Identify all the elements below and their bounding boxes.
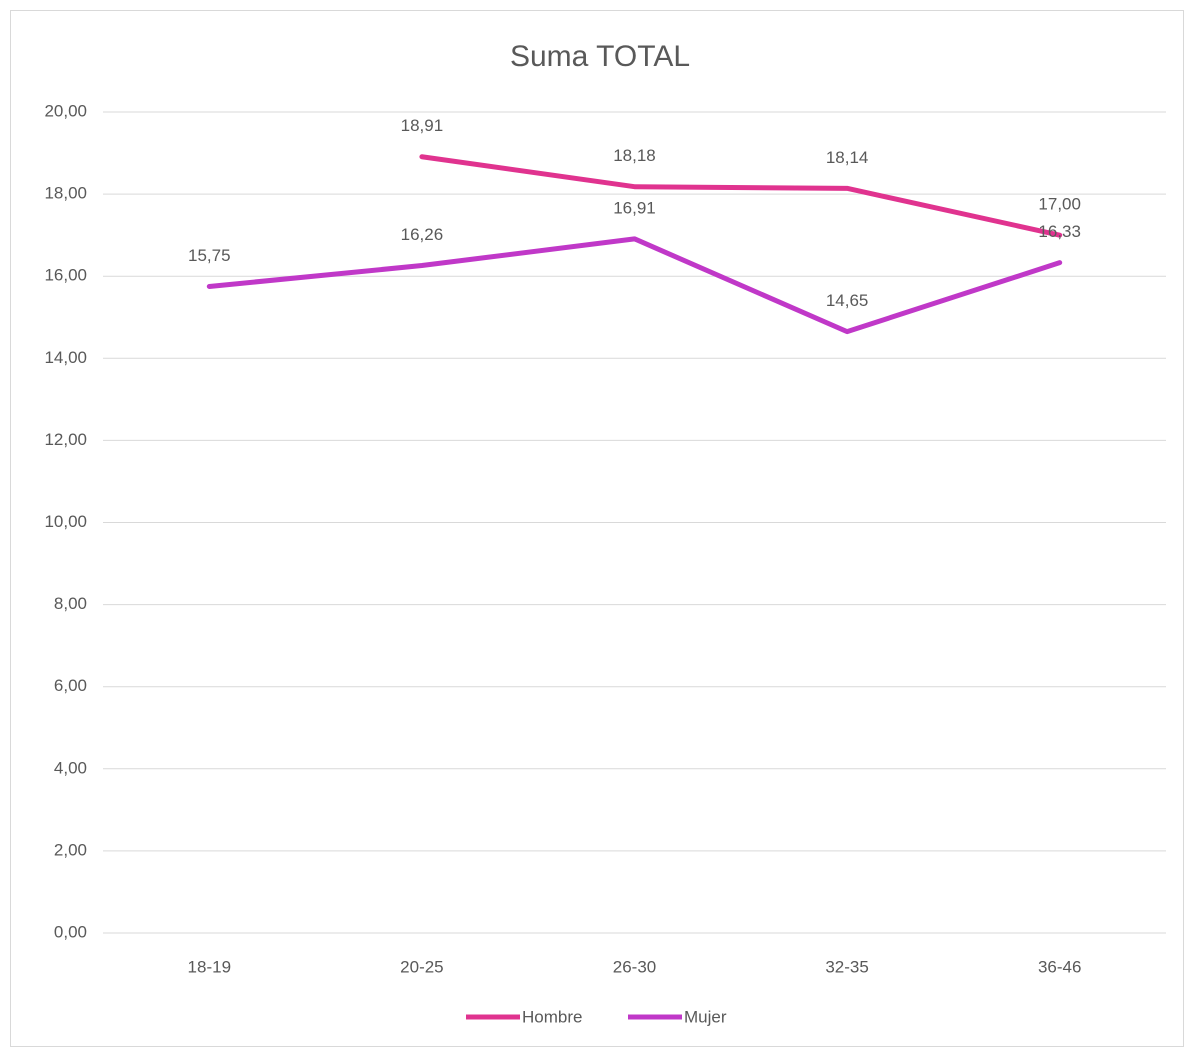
series-line	[419, 154, 1063, 238]
y-tick-label: 6,00	[54, 676, 87, 695]
data-label: 16,26	[401, 225, 444, 244]
data-label: 18,18	[613, 146, 656, 165]
data-label: 18,91	[401, 116, 444, 135]
chart-border	[10, 10, 1184, 1047]
legend-label: Mujer	[684, 1007, 727, 1026]
x-tick-label: 18-19	[188, 957, 231, 976]
y-tick-label: 20,00	[44, 101, 87, 120]
data-label: 14,65	[826, 291, 869, 310]
data-label: 18,14	[826, 148, 869, 167]
x-tick-label: 32-35	[825, 957, 868, 976]
x-tick-label: 26-30	[613, 957, 656, 976]
y-tick-label: 18,00	[44, 184, 87, 203]
data-label: 15,75	[188, 246, 231, 265]
data-label: 17,00	[1038, 195, 1081, 214]
y-tick-label: 8,00	[54, 594, 87, 613]
chart-title: Suma TOTAL	[510, 40, 690, 73]
y-tick-label: 14,00	[44, 348, 87, 367]
y-tick-label: 0,00	[54, 922, 87, 941]
data-label: 16,33	[1038, 222, 1081, 241]
y-tick-label: 2,00	[54, 840, 87, 859]
y-tick-label: 12,00	[44, 430, 87, 449]
y-tick-label: 4,00	[54, 758, 87, 777]
legend-label: Hombre	[522, 1007, 582, 1026]
data-label: 16,91	[613, 198, 656, 217]
x-tick-label: 20-25	[400, 957, 443, 976]
series-line	[206, 236, 1063, 335]
y-tick-label: 10,00	[44, 512, 87, 531]
x-tick-label: 36-46	[1038, 957, 1081, 976]
y-tick-label: 16,00	[44, 266, 87, 285]
